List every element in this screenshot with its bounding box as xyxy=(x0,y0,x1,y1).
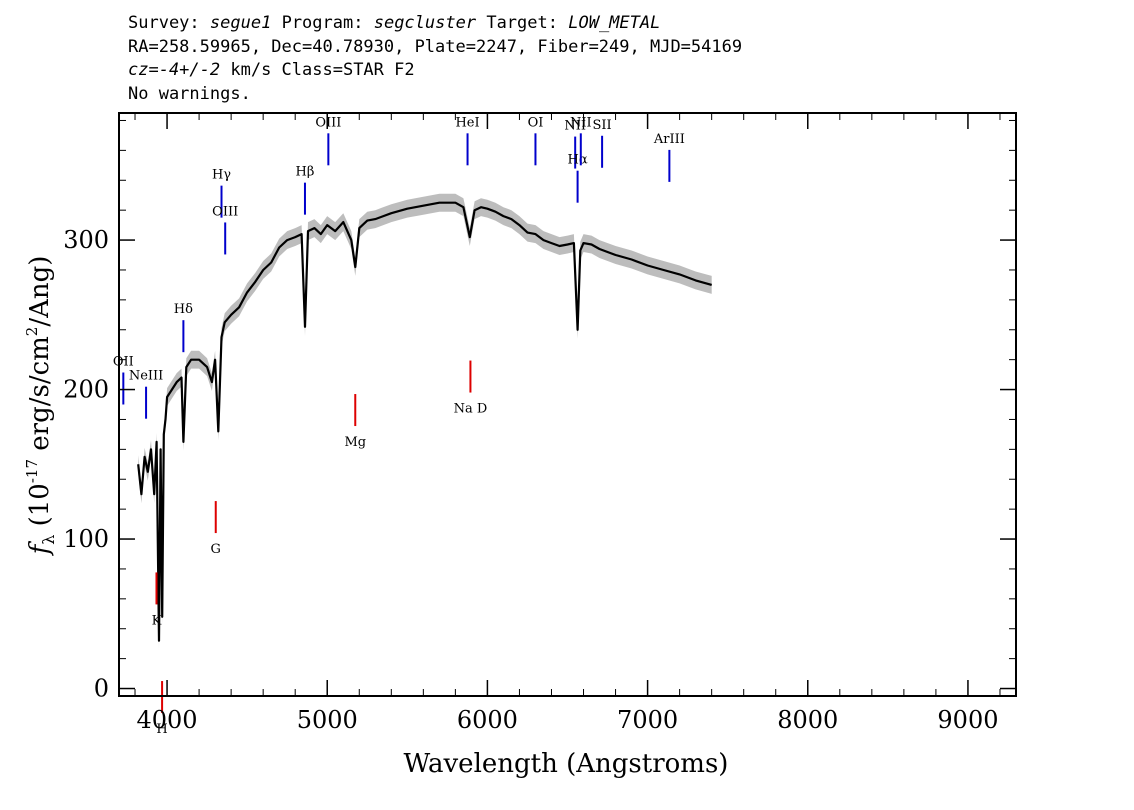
program-label: Program: xyxy=(281,13,364,33)
y-axis-label: fλ (10-17 erg/s/cm2/Ang) xyxy=(23,256,58,557)
emission-label-oii: OII xyxy=(113,355,134,370)
y-tick-label: 0 xyxy=(94,675,109,703)
emission-label-h-: Hβ xyxy=(296,165,315,180)
survey-value: segue1 xyxy=(209,13,272,33)
x-axis-label: Wavelength (Angstroms) xyxy=(404,749,729,779)
x-tick-label: 8000 xyxy=(777,706,838,734)
emission-label-h-: Hγ xyxy=(212,168,231,183)
emission-label-ariii: ArIII xyxy=(653,132,685,147)
plot-frame xyxy=(118,112,1017,697)
error-band xyxy=(138,193,712,650)
program-value: segcluster xyxy=(373,13,477,33)
absorption-label-mg: Mg xyxy=(344,435,366,450)
emission-label-oiii: OIII xyxy=(315,115,341,130)
y-tick-label: 200 xyxy=(63,376,109,404)
emission-label-hei: HeI xyxy=(455,115,479,130)
absorption-label-g: G xyxy=(211,542,221,557)
absorption-label-k: K xyxy=(152,613,162,628)
header-line-coordinates: RA=258.59965, Dec=40.78930, Plate=2247, … xyxy=(128,36,743,57)
target-value: LOW_METAL xyxy=(568,13,661,33)
absorption-label-na-d: Na D xyxy=(454,402,488,417)
emission-label-neiii: NeIII xyxy=(129,369,163,384)
target-label: Target: xyxy=(486,13,558,33)
x-tick-label: 6000 xyxy=(457,706,518,734)
axes-layer: 4000 5000 6000 7000 8000 9000 0 100 200 300 xyxy=(63,112,1017,734)
x-tick-label: 4000 xyxy=(137,706,198,734)
spectrum-line xyxy=(137,201,712,642)
y-tick-label: 100 xyxy=(63,525,109,553)
header-line-warnings: No warnings. xyxy=(128,83,251,104)
cz-value: cz=-4+/-2 xyxy=(128,60,221,80)
emission-label-oi: OI xyxy=(528,115,544,130)
absorption-label-h: H xyxy=(156,722,167,737)
header-line-redshift: cz=-4+/-2 km/s Class=STAR F2 xyxy=(128,59,742,83)
class-text: km/s Class=STAR F2 xyxy=(230,60,415,80)
header-line-survey: Survey: segue1 Program: segcluster Targe… xyxy=(128,12,742,36)
x-tick-label: 7000 xyxy=(617,706,678,734)
emission-label-nii: NII xyxy=(564,119,586,134)
emission-label-sii: SII xyxy=(593,118,612,133)
emission-label-h-: Hδ xyxy=(174,302,193,317)
spectrum-line-layer xyxy=(137,201,712,642)
survey-label: Survey: xyxy=(128,13,200,33)
emission-label-h-: Hα xyxy=(568,153,588,168)
emission-label-oiii: OIII xyxy=(212,204,238,219)
x-tick-label: 9000 xyxy=(937,706,998,734)
error-band-layer xyxy=(138,193,712,650)
y-tick-label: 300 xyxy=(63,226,109,254)
spectrum-header: Survey: segue1 Program: segcluster Targe… xyxy=(128,12,742,106)
emission-label-nii: NII xyxy=(570,115,592,130)
x-tick-label: 5000 xyxy=(297,706,358,734)
